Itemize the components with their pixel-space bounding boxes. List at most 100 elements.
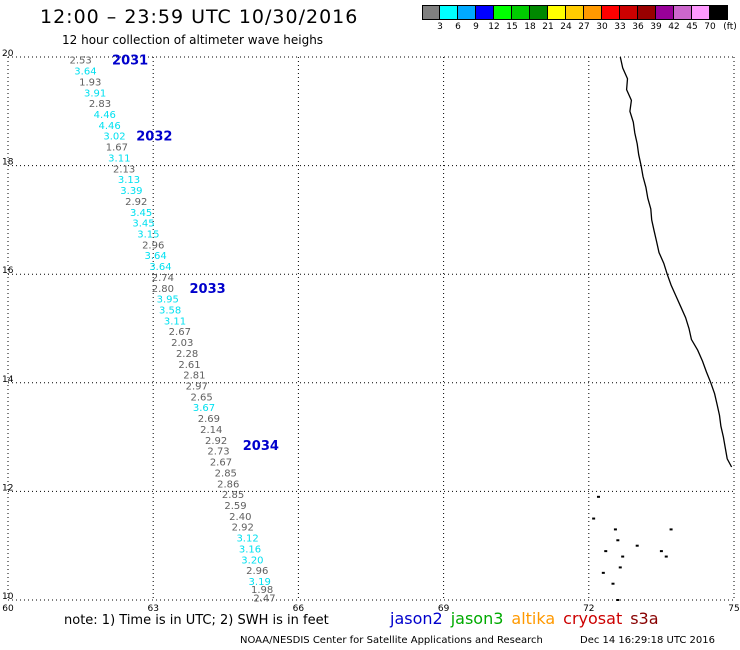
legend-swatch — [566, 5, 584, 20]
swh-value: 2.97 — [186, 382, 208, 393]
legend-label: 24 — [560, 22, 572, 32]
island-marker — [635, 544, 639, 547]
legend-swatch — [692, 5, 710, 20]
swh-value: 2.13 — [113, 164, 135, 175]
latitude-tick-label: 18 — [2, 158, 14, 168]
swh-value: 2.80 — [152, 284, 174, 295]
swh-value: 2.92 — [125, 197, 147, 208]
legend-swatch — [530, 5, 548, 20]
pass-time-label: 2034 — [243, 439, 279, 454]
legend-label: 45 — [686, 22, 698, 32]
swh-value: 3.67 — [193, 403, 215, 414]
legend-swatch — [602, 5, 620, 20]
latitude-tick-label: 14 — [2, 375, 14, 385]
island-marker — [604, 550, 608, 553]
swh-value: 2.92 — [205, 436, 227, 447]
swh-value: 2.65 — [190, 392, 212, 403]
legend-swatch — [638, 5, 656, 20]
swh-value: 3.64 — [74, 67, 96, 78]
legend-label: 30 — [596, 22, 608, 32]
swh-value: 3.19 — [249, 577, 271, 588]
pass-time-label: 2031 — [112, 54, 148, 69]
island-marker — [601, 571, 605, 574]
swh-value: 4.46 — [99, 121, 121, 132]
swh-value: 2.69 — [198, 414, 220, 425]
legend-label: 3 — [437, 22, 443, 32]
longitude-tick-label: 63 — [147, 604, 158, 614]
legend-swatch — [620, 5, 638, 20]
island-marker — [618, 566, 622, 569]
swh-value: 2.59 — [224, 501, 246, 512]
legend-label: 6 — [455, 22, 461, 32]
legend-label: 70 — [704, 22, 716, 32]
legend-label: 42 — [668, 22, 680, 32]
pass-time-label: 2033 — [190, 282, 226, 297]
swh-value: 1.67 — [106, 143, 128, 154]
satellite-legend: jason2 jason3 altika cryosat s3a — [390, 609, 667, 628]
satellite-name: jason2 — [390, 609, 443, 628]
swh-value: 3.16 — [239, 544, 261, 555]
island-marker — [611, 582, 615, 585]
swh-value: 2.85 — [215, 468, 237, 479]
island-marker — [669, 528, 673, 531]
legend-swatch — [440, 5, 458, 20]
swh-value: 3.39 — [120, 186, 142, 197]
pass-time-label: 2032 — [136, 130, 172, 145]
island-marker — [616, 539, 620, 542]
island-marker — [621, 555, 625, 558]
legend-label: 18 — [524, 22, 536, 32]
legend-label: 39 — [650, 22, 662, 32]
swh-value: 2.61 — [178, 360, 200, 371]
satellite-name: s3a — [630, 609, 659, 628]
swh-value: 3.15 — [137, 229, 159, 240]
legend-swatch — [422, 5, 440, 20]
legend-swatch — [512, 5, 530, 20]
coastline — [592, 56, 733, 601]
legend-label: 12 — [488, 22, 500, 32]
legend-unit: (ft) — [723, 22, 737, 32]
swh-value: 2.83 — [89, 99, 111, 110]
legend-label: 27 — [578, 22, 590, 32]
legend-swatch — [656, 5, 674, 20]
island-marker — [613, 528, 617, 531]
generation-timestamp: Dec 14 16:29:18 UTC 2016 — [580, 635, 715, 646]
latitude-tick-label: 12 — [2, 483, 13, 493]
swh-value: 2.73 — [207, 447, 229, 458]
swh-value: 2.53 — [69, 56, 91, 67]
island-marker — [592, 517, 596, 520]
island-marker — [659, 550, 663, 553]
observations-layer: 2.533.641.933.912.834.464.463.021.673.11… — [69, 56, 275, 605]
latitude-tick-label: 10 — [2, 592, 14, 602]
latitude-tick-label: 16 — [2, 266, 14, 276]
swh-value: 3.58 — [159, 305, 181, 316]
legend-label: 36 — [632, 22, 644, 32]
swh-value: 2.67 — [169, 327, 191, 338]
axis-ticks: 60 63 66 69 72 75 20 18 16 14 12 10 — [2, 49, 740, 614]
pass-labels: 2031 2032 2033 2034 — [112, 54, 279, 455]
legend-swatch — [458, 5, 476, 20]
legend-swatch — [548, 5, 566, 20]
island-marker — [596, 495, 600, 498]
swh-value: 1.93 — [79, 77, 101, 88]
swh-value: 3.12 — [236, 534, 258, 545]
india-west-coast — [619, 56, 733, 468]
legend-label: 21 — [542, 22, 554, 32]
legend-label: 9 — [473, 22, 479, 32]
swh-value: 2.28 — [176, 349, 198, 360]
swh-value: 3.95 — [157, 295, 179, 306]
satellite-name: altika — [511, 609, 556, 628]
swh-value: 2.67 — [210, 458, 232, 469]
longitude-tick-label: 66 — [293, 604, 305, 614]
swh-value: 3.02 — [103, 132, 125, 143]
swh-value: 2.92 — [232, 523, 254, 534]
swh-value: 2.85 — [222, 490, 244, 501]
longitude-tick-label: 69 — [438, 604, 450, 614]
swh-value: 1.98 — [251, 585, 273, 596]
map-grid — [7, 56, 735, 601]
legend-swatch — [674, 5, 692, 20]
swh-value: 3.45 — [130, 208, 152, 219]
latitude-tick-label: 20 — [2, 49, 14, 59]
legend-swatch — [476, 5, 494, 20]
swh-value: 3.45 — [132, 219, 154, 230]
swh-value: 2.03 — [171, 338, 193, 349]
